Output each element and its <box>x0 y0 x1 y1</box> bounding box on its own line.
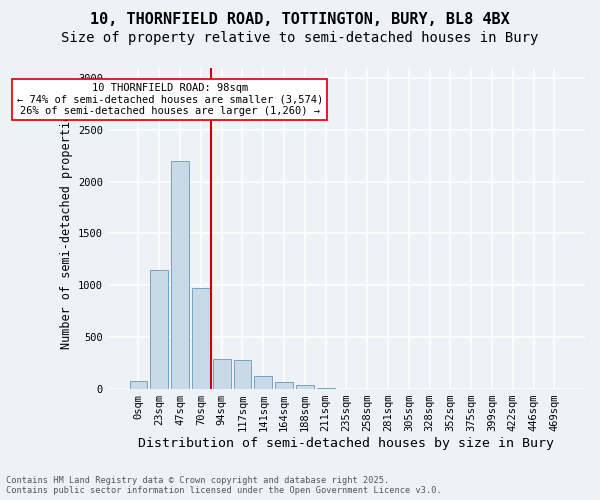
Text: 10 THORNFIELD ROAD: 98sqm
← 74% of semi-detached houses are smaller (3,574)
26% : 10 THORNFIELD ROAD: 98sqm ← 74% of semi-… <box>17 83 323 116</box>
Text: Contains HM Land Registry data © Crown copyright and database right 2025.
Contai: Contains HM Land Registry data © Crown c… <box>6 476 442 495</box>
Text: 10, THORNFIELD ROAD, TOTTINGTON, BURY, BL8 4BX: 10, THORNFIELD ROAD, TOTTINGTON, BURY, B… <box>90 12 510 28</box>
Bar <box>296 386 314 389</box>
Bar <box>171 161 189 389</box>
Bar <box>192 288 210 389</box>
Bar <box>254 376 272 389</box>
Bar <box>151 270 168 389</box>
Bar <box>213 359 230 389</box>
Bar <box>275 382 293 389</box>
X-axis label: Distribution of semi-detached houses by size in Bury: Distribution of semi-detached houses by … <box>139 437 554 450</box>
Bar <box>317 388 335 389</box>
Text: Size of property relative to semi-detached houses in Bury: Size of property relative to semi-detach… <box>61 31 539 45</box>
Bar <box>130 382 148 389</box>
Bar <box>233 360 251 389</box>
Y-axis label: Number of semi-detached properties: Number of semi-detached properties <box>59 107 73 350</box>
